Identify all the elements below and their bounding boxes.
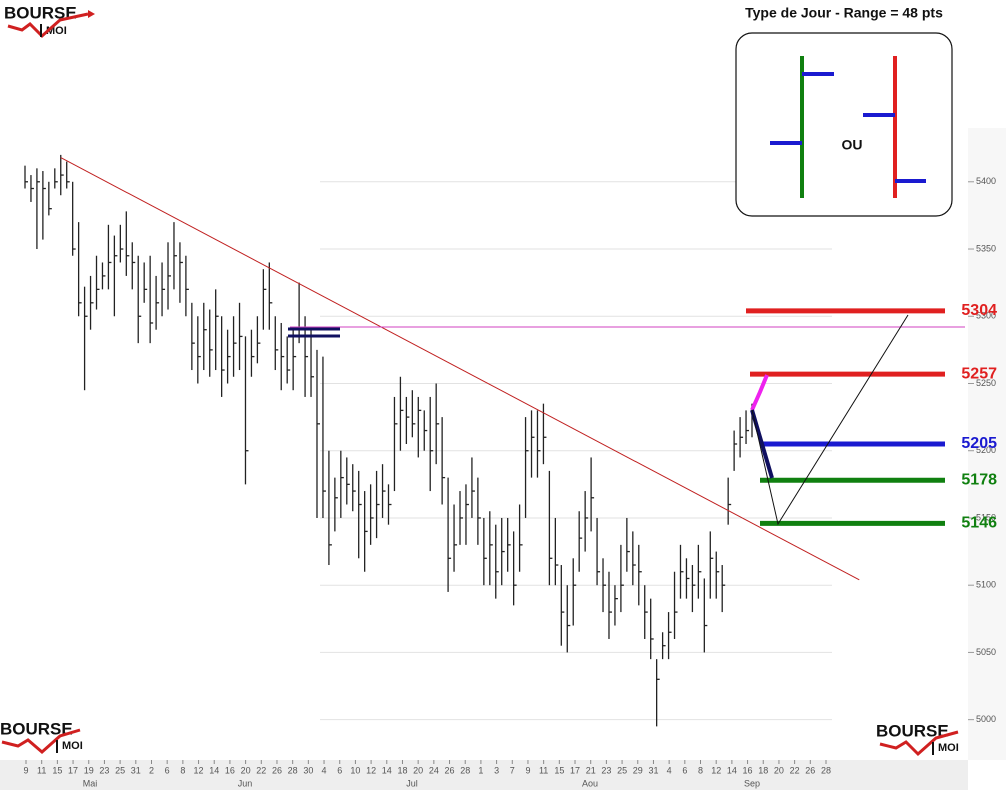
- x-tick-label: 9: [525, 765, 530, 775]
- inset-or: OU: [842, 137, 863, 153]
- x-tick-label: 28: [288, 765, 298, 775]
- x-tick-label: 14: [209, 765, 219, 775]
- x-tick-label: 12: [366, 765, 376, 775]
- y-tick-label: 5200: [976, 445, 996, 455]
- x-tick-label: 14: [382, 765, 392, 775]
- level-label: 5257: [961, 365, 997, 382]
- x-tick-label: 17: [570, 765, 580, 775]
- x-tick-label: 6: [682, 765, 687, 775]
- x-tick-label: 3: [494, 765, 499, 775]
- x-tick-label: 8: [180, 765, 185, 775]
- logo-word: BOURSE: [4, 3, 77, 22]
- logo-word: BOURSE: [876, 721, 949, 740]
- x-tick-label: 8: [698, 765, 703, 775]
- x-tick-label: 31: [131, 765, 141, 775]
- level-label: 5205: [961, 435, 997, 452]
- x-tick-label: 11: [539, 765, 548, 775]
- x-tick-label: 6: [337, 765, 342, 775]
- x-tick-label: 17: [68, 765, 78, 775]
- x-tick-label: 20: [241, 765, 251, 775]
- x-tick-label: 19: [84, 765, 94, 775]
- x-tick-label: 16: [225, 765, 235, 775]
- level-label: 5146: [961, 515, 997, 532]
- x-tick-label: 28: [460, 765, 470, 775]
- x-tick-label: 6: [165, 765, 170, 775]
- logo: BOURSE MOI: [876, 721, 959, 757]
- x-tick-label: 22: [790, 765, 800, 775]
- x-tick-label: 11: [37, 765, 46, 775]
- x-tick-label: 2: [149, 765, 154, 775]
- y-tick-label: 5300: [976, 311, 996, 321]
- x-tick-label: 24: [429, 765, 439, 775]
- y-tick-label: 5250: [976, 378, 996, 388]
- x-tick-label: 25: [617, 765, 627, 775]
- x-tick-label: 26: [805, 765, 815, 775]
- y-tick-label: 5050: [976, 647, 996, 657]
- x-tick-label: 9: [23, 765, 28, 775]
- month-label: Jul: [406, 778, 418, 788]
- x-tick-label: 1: [478, 765, 483, 775]
- logo: BOURSE MOI: [0, 719, 83, 754]
- x-tick-label: 12: [711, 765, 721, 775]
- y-tick-label: 5350: [976, 243, 996, 253]
- y-tick-label: 5000: [976, 714, 996, 724]
- level-label: 5178: [961, 472, 997, 489]
- month-label: Sep: [744, 778, 760, 788]
- x-tick-label: 18: [397, 765, 407, 775]
- logo-sub: MOI: [62, 740, 83, 752]
- x-axis-strip: [0, 760, 968, 790]
- x-tick-label: 14: [727, 765, 737, 775]
- x-tick-label: 30: [303, 765, 313, 775]
- x-tick-label: 31: [648, 765, 658, 775]
- x-tick-label: 23: [99, 765, 109, 775]
- inset-title: Type de Jour - Range = 48 pts: [745, 5, 943, 21]
- x-tick-label: 4: [667, 765, 672, 775]
- x-tick-label: 15: [52, 765, 62, 775]
- level-label: 5304: [961, 302, 997, 319]
- x-tick-label: 22: [256, 765, 266, 775]
- y-tick-label: 5100: [976, 580, 996, 590]
- month-label: Aou: [582, 778, 598, 788]
- x-tick-label: 26: [272, 765, 282, 775]
- x-tick-label: 18: [758, 765, 768, 775]
- x-tick-label: 20: [413, 765, 423, 775]
- x-tick-label: 15: [554, 765, 564, 775]
- x-tick-label: 29: [633, 765, 643, 775]
- logo-word: BOURSE: [0, 719, 73, 738]
- x-tick-label: 16: [743, 765, 753, 775]
- x-tick-label: 12: [194, 765, 204, 775]
- y-tick-label: 5400: [976, 176, 996, 186]
- logo-sub: MOI: [938, 742, 959, 754]
- projection-up: [750, 374, 769, 411]
- projection-down: [750, 409, 774, 479]
- trendline: [60, 157, 860, 581]
- month-label: Mai: [83, 778, 98, 788]
- projection-path: [751, 314, 909, 526]
- x-tick-label: 20: [774, 765, 784, 775]
- x-tick-label: 10: [350, 765, 360, 775]
- inset: Type de Jour - Range = 48 pts OU: [735, 5, 953, 217]
- x-tick-label: 26: [445, 765, 455, 775]
- month-label: Jun: [238, 778, 253, 788]
- y-axis-strip: [968, 128, 1006, 760]
- x-tick-label: 21: [586, 765, 596, 775]
- x-tick-label: 4: [322, 765, 327, 775]
- x-tick-label: 7: [510, 765, 515, 775]
- logo: BOURSE MOI: [4, 3, 95, 39]
- x-tick-label: 25: [115, 765, 125, 775]
- x-tick-label: 28: [821, 765, 831, 775]
- y-tick-label: 5150: [976, 512, 996, 522]
- x-tick-label: 23: [601, 765, 611, 775]
